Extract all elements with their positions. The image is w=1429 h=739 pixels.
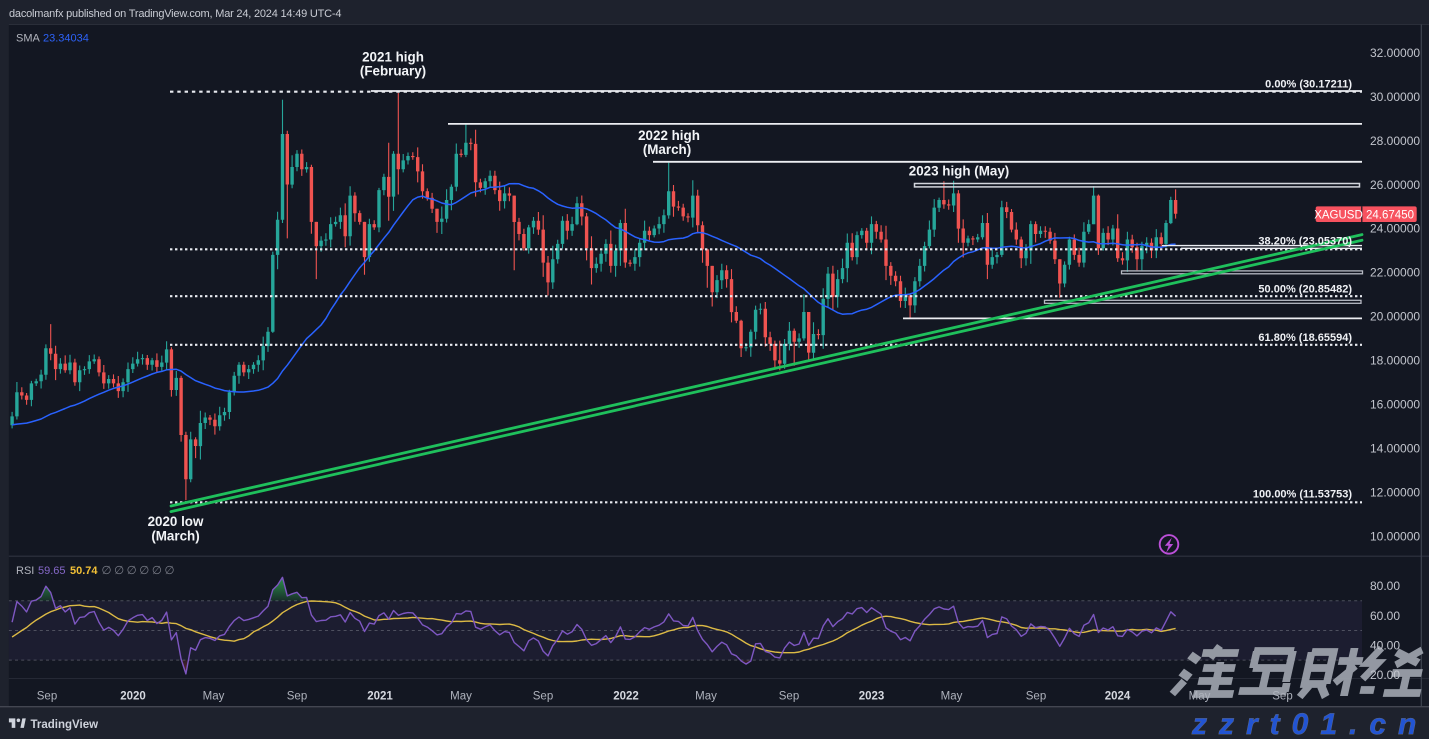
svg-text:zzrt01.cn: zzrt01.cn [1191,708,1428,739]
svg-text:Sep: Sep [533,691,553,703]
svg-text:Sep: Sep [1026,691,1046,703]
svg-text:2022: 2022 [613,691,639,703]
svg-text:∅: ∅ [127,565,137,577]
svg-text:2024: 2024 [1105,691,1131,703]
svg-text:61.80% (18.65594): 61.80% (18.65594) [1258,332,1352,344]
svg-text:18.00000: 18.00000 [1370,354,1420,368]
svg-text:2022 high: 2022 high [638,128,700,143]
svg-text:∅: ∅ [164,565,174,577]
svg-text:26.00000: 26.00000 [1370,178,1420,192]
svg-text:2021: 2021 [367,691,393,703]
svg-text:∅: ∅ [139,565,149,577]
svg-text:2020: 2020 [120,691,146,703]
svg-text:2020 low: 2020 low [148,514,204,529]
svg-text:24.67450: 24.67450 [1366,209,1414,221]
svg-text:60.00: 60.00 [1370,609,1400,623]
svg-text:30.00000: 30.00000 [1370,90,1420,104]
svg-text:12.00000: 12.00000 [1370,485,1420,499]
svg-text:24.00000: 24.00000 [1370,222,1420,236]
svg-text:Sep: Sep [779,691,799,703]
svg-text:∅: ∅ [101,565,111,577]
svg-text:May: May [450,691,472,703]
svg-text:100.00% (11.53753): 100.00% (11.53753) [1253,488,1352,500]
svg-text:14.00000: 14.00000 [1370,441,1420,455]
svg-text:XAGUSD: XAGUSD [1314,209,1363,221]
svg-text:59.65: 59.65 [38,565,66,577]
svg-text:0.00% (30.17211): 0.00% (30.17211) [1265,79,1352,91]
svg-text:May: May [203,691,225,703]
svg-text:32.00000: 32.00000 [1370,46,1420,60]
svg-text:∅: ∅ [114,565,124,577]
svg-text:(March): (March) [643,142,691,157]
svg-text:16.00000: 16.00000 [1370,398,1420,412]
svg-text:May: May [1189,691,1211,703]
svg-text:(February): (February) [360,64,426,79]
svg-text:38.20% (23.05370): 38.20% (23.05370) [1258,235,1352,247]
svg-text:50.00% (20.85482): 50.00% (20.85482) [1258,283,1352,295]
svg-text:(March): (March) [151,528,199,543]
svg-text:50.74: 50.74 [70,565,98,577]
svg-text:dacolmanfx published on Tradin: dacolmanfx published on TradingView.com,… [9,8,341,20]
svg-text:28.00000: 28.00000 [1370,134,1420,148]
svg-text:RSI: RSI [16,565,34,577]
svg-text:2021 high: 2021 high [362,50,424,65]
svg-text:SMA: SMA [16,32,41,44]
svg-text:May: May [695,691,717,703]
svg-text:20.00: 20.00 [1370,668,1400,682]
svg-text:May: May [941,691,963,703]
svg-text:40.00: 40.00 [1370,639,1400,653]
svg-text:Sep: Sep [1272,691,1292,703]
svg-text:80.00: 80.00 [1370,579,1400,593]
svg-text:22.00000: 22.00000 [1370,266,1420,280]
svg-text:TradingView: TradingView [31,719,99,731]
svg-text:∅: ∅ [152,565,162,577]
svg-text:20.00000: 20.00000 [1370,310,1420,324]
svg-text:2023 high (May): 2023 high (May) [909,164,1009,179]
svg-text:Sep: Sep [287,691,307,703]
svg-text:10.00000: 10.00000 [1370,529,1420,543]
svg-text:2023: 2023 [859,691,885,703]
svg-text:23.34034: 23.34034 [43,32,89,44]
svg-text:Sep: Sep [37,691,57,703]
